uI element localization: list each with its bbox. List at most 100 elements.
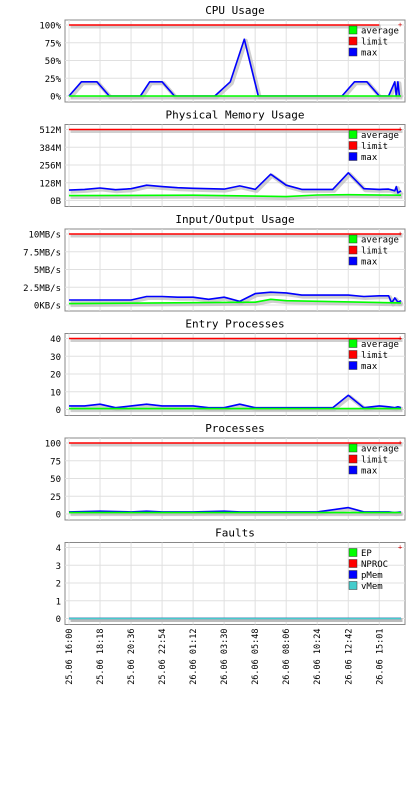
legend-label: limit [361,38,388,48]
legend-label: average [361,445,399,455]
legend-swatch [348,256,358,266]
chart-title: Input/Output Usage [175,213,294,226]
chart-title: Entry Processes [185,318,284,331]
legend-swatch [348,454,358,464]
corner-marker: + [398,230,402,238]
legend-label: NPROC [361,560,388,570]
y-tick-label: 7.5MB/s [23,248,61,258]
x-tick-label: 26.06 08:06 [282,629,292,685]
series-line-average [68,193,402,198]
x-tick-label: 25.06 20:36 [127,629,137,685]
chart-title: CPU Usage [205,4,265,17]
legend-swatch [348,36,358,46]
y-tick-label: 0KB/s [34,302,61,312]
legend-swatch [348,548,358,557]
y-tick-label: 40 [50,335,61,345]
legend-swatch [348,339,358,348]
y-tick-label: 384M [39,144,61,154]
x-tick-label: 25.06 18:18 [96,629,106,685]
legend-label: average [361,340,399,350]
x-tick-label: 25.06 16:00 [65,629,75,685]
legend-label: max [361,362,378,372]
y-tick-label: 0B [50,197,61,207]
y-tick-label: 1 [56,597,61,607]
y-tick-label: 25 [50,493,61,503]
x-tick-label: 26.06 05:48 [251,629,261,685]
y-tick-label: 50 [50,475,61,485]
y-tick-label: 100% [39,22,61,32]
legend-swatch [348,234,358,244]
y-tick-label: 128M [39,179,61,189]
legend-swatch [348,245,358,255]
legend-swatch [348,443,358,453]
x-tick-label: 26.06 01:12 [189,629,199,685]
y-tick-label: 512M [39,126,61,136]
legend-swatch [348,465,358,475]
x-tick-label: 25.06 22:54 [158,629,168,685]
legend-label: average [361,131,399,141]
legend-swatch [348,141,358,150]
legend-swatch [348,350,358,359]
legend-label: limit [361,351,388,361]
y-tick-label: 0 [56,406,61,416]
corner-marker: + [398,335,402,343]
y-tick-label: 4 [56,544,61,554]
y-tick-label: 25% [45,75,62,85]
legend-label: vMem [361,582,383,592]
corner-marker: + [398,439,402,447]
y-tick-label: 75% [45,39,62,49]
corner-marker: + [398,544,402,552]
series-line-max [69,291,402,304]
x-tick-label: 26.06 10:24 [313,629,323,685]
legend-label: average [361,236,399,246]
y-tick-label: 100 [45,440,61,450]
legend-label: max [361,49,378,59]
y-tick-label: 10 [50,388,61,398]
legend-label: max [361,467,378,477]
y-tick-label: 0 [56,511,61,521]
x-tick-label: 26.06 15:01 [375,629,385,685]
x-tick-label: 26.06 03:30 [220,629,230,685]
legend-label: max [361,153,378,163]
y-tick-label: 0% [50,93,61,103]
y-tick-label: 0 [56,615,61,625]
legend-swatch [348,130,358,139]
legend-label: limit [361,142,388,152]
legend-label: limit [361,456,388,466]
legend-label: max [361,258,378,268]
y-tick-label: 10MB/s [28,231,61,241]
y-tick-label: 20 [50,371,61,381]
chart-panel: Input/Output Usage 0KB/s 2.5MB/s 5MB/s 7.5MB… [23,213,406,312]
legend-label: average [361,27,399,37]
series-shadow [70,172,404,197]
legend-swatch [348,570,358,579]
y-tick-label: 30 [50,353,61,363]
y-tick-label: 5MB/s [34,266,61,276]
corner-marker: + [398,126,402,134]
chart-title: Physical Memory Usage [165,109,304,122]
legend-swatch [348,152,358,161]
legend-swatch [348,47,358,57]
y-tick-label: 256M [39,162,61,172]
legend-swatch [348,581,358,590]
legend-swatch [348,25,358,35]
legend-label: limit [361,247,388,257]
corner-marker: + [398,21,402,29]
legend-swatch [348,559,358,568]
y-tick-label: 3 [56,562,61,572]
series-line-max [69,394,402,409]
chart-title: Processes [205,422,265,435]
legend-label: pMem [361,571,383,581]
series-line-average [68,298,402,305]
chart-panel: Physical Memory Usage 0B 128M 256M 384M 512M a… [39,109,406,207]
y-tick-label: 75 [50,457,61,467]
series-line-max [68,172,402,194]
series-shadow [70,298,403,308]
series-shadow [70,194,403,201]
y-tick-label: 2 [56,580,61,590]
